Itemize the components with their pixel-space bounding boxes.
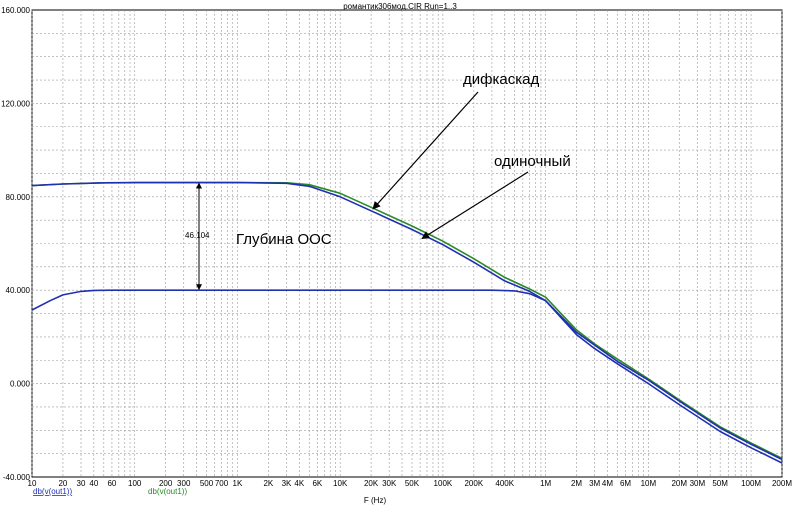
x-tick-label: 500	[200, 479, 214, 488]
series-line-2	[31, 181, 783, 464]
x-tick-label: 10M	[641, 479, 657, 488]
x-tick-label: 40	[89, 479, 98, 488]
x-tick-label: 10	[28, 479, 37, 488]
x-tick-label: 200K	[464, 479, 483, 488]
y-tick-labels: -40.000 0.000 40.000 80.000 120.000 160.000	[1, 6, 30, 482]
annotation-measure-value: 46.104	[185, 231, 210, 240]
x-tick-label: 4K	[294, 479, 304, 488]
x-tick-label: 700	[215, 479, 229, 488]
y-tick-label: 0.000	[10, 380, 31, 389]
y-tick-label: 120.000	[1, 99, 30, 108]
x-tick-label: 400K	[495, 479, 514, 488]
y-tick-label: 160.000	[1, 6, 30, 15]
x-tick-label: 30	[77, 479, 86, 488]
annotations: дифкаскад одиночный Глубина ООС 46.104	[185, 71, 571, 291]
x-tick-label: 4M	[602, 479, 613, 488]
x-tick-label: 100K	[434, 479, 453, 488]
x-tick-label: 300	[177, 479, 191, 488]
x-tick-label: 50K	[405, 479, 420, 488]
arrow-difkaskad	[372, 91, 479, 210]
series-group	[31, 181, 783, 464]
x-tick-label: 3M	[589, 479, 600, 488]
x-tick-label: 2M	[571, 479, 582, 488]
x-tick-label: 60	[107, 479, 116, 488]
x-tick-label: 30M	[690, 479, 706, 488]
y-tick-label: 80.000	[6, 193, 31, 202]
x-tick-label: 20K	[364, 479, 379, 488]
chart-title: романтик306мод.CIR Run=1..3	[343, 2, 457, 11]
y-tick-label: 40.000	[6, 286, 31, 295]
annotation-difkaskad: дифкаскад	[463, 71, 539, 88]
x-tick-label: 100	[128, 479, 142, 488]
x-tick-label: 50M	[712, 479, 728, 488]
x-tick-label: 20	[58, 479, 67, 488]
trace-label-1: db(v(out1))	[33, 487, 72, 496]
x-tick-label: 10K	[333, 479, 348, 488]
x-tick-labels: 10 20 30 40 60 100 200 300 500 700 1K 2K 3K 4K 6K 10K 20…	[28, 479, 793, 488]
annotation-oos-depth: Глубина ООС	[236, 231, 332, 248]
x-axis-label: F (Hz)	[364, 496, 387, 505]
x-tick-label: 200M	[772, 479, 792, 488]
x-tick-label: 6M	[620, 479, 631, 488]
x-tick-label: 6K	[312, 479, 322, 488]
series-line-3	[31, 289, 783, 461]
arrow-odinochny	[421, 171, 529, 240]
annotation-odinochny: одиночный	[494, 153, 571, 170]
x-tick-label: 1M	[540, 479, 551, 488]
x-tick-label: 2K	[263, 479, 273, 488]
trace-label-2: db(v(out1))	[148, 487, 187, 496]
x-tick-label: 20M	[671, 479, 687, 488]
y-tick-label: -40.000	[3, 473, 31, 482]
x-tick-label: 3K	[282, 479, 292, 488]
x-tick-label: 1K	[233, 479, 243, 488]
x-tick-label: 200	[159, 479, 173, 488]
x-tick-label: 100M	[741, 479, 761, 488]
x-tick-label: 30K	[382, 479, 397, 488]
